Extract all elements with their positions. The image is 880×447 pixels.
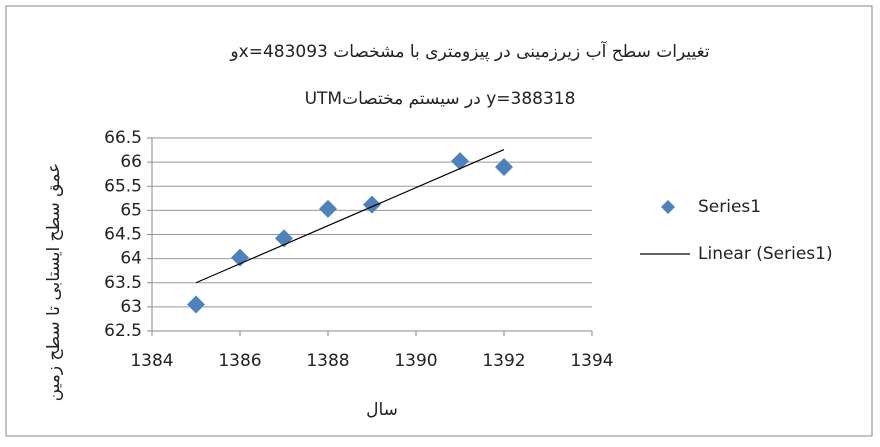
legend-label: Linear (Series1)	[698, 244, 833, 264]
chart-title: y=388318 در سیستم مختصاتUTM	[305, 89, 576, 109]
x-tick-label: 1392	[482, 351, 525, 371]
chart-border	[5, 5, 873, 437]
y-tick-label: 65	[120, 200, 142, 220]
point	[319, 199, 337, 218]
x-tick-label: 1386	[218, 351, 261, 371]
legend-swatch	[661, 200, 675, 214]
y-tick-label: 65.5	[104, 176, 142, 196]
y-tick-label: 63	[120, 297, 142, 317]
y-tick-label: 63.5	[104, 273, 142, 293]
chart-title: تغییرات سطح آب زیرزمینی در پیزومتری با م…	[229, 40, 709, 62]
point	[451, 152, 469, 171]
trend-line	[195, 149, 505, 284]
x-tick-label: 1394	[570, 351, 613, 371]
x-tick-label: 1384	[130, 351, 173, 371]
x-tick-label: 1390	[394, 351, 437, 371]
y-tick-label: 64.5	[104, 225, 142, 245]
x-tick-label: 1388	[306, 351, 349, 371]
y-tick-label: 66.5	[104, 128, 142, 148]
y-tick-label: 64	[120, 249, 142, 269]
legend-label: Series1	[698, 197, 761, 217]
y-tick-label: 66	[120, 152, 142, 172]
point	[187, 295, 205, 314]
y-tick-label: 62.5	[104, 321, 142, 341]
x-axis-label: سال	[366, 400, 398, 420]
y-axis-label: عمق سطح ایستابی تا سطح زمین	[44, 163, 64, 402]
point	[495, 157, 513, 176]
